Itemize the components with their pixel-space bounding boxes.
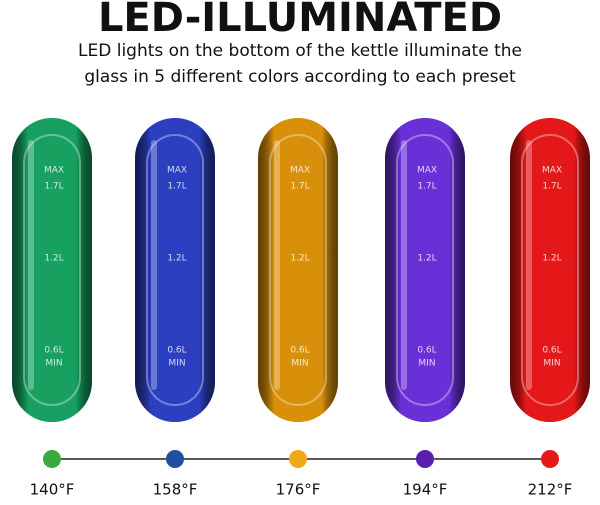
preset-dot [416, 450, 434, 468]
kettle-shade [385, 118, 465, 422]
subtitle: glass in 5 different colors according to… [84, 67, 516, 87]
glass-mark: 0.6L [167, 346, 186, 356]
kettle-shade [12, 118, 92, 422]
glass-mark: 0.6L [44, 346, 63, 356]
glass-mark: MIN [543, 359, 560, 369]
glass-mark: 1.7L [290, 182, 309, 192]
glass-mark: 1.2L [542, 254, 561, 264]
subtitle: LED lights on the bottom of the kettle i… [78, 41, 522, 61]
kettle-shade [510, 118, 590, 422]
glass-mark: MIN [168, 359, 185, 369]
title: LED-ILLUMINATED [98, 0, 502, 41]
glass-mark: 1.2L [167, 254, 186, 264]
preset-label: 212°F [528, 481, 573, 499]
preset-label: 140°F [30, 481, 75, 499]
glass-mark: MAX [44, 166, 64, 176]
glass-mark: MAX [542, 166, 562, 176]
preset-dot [289, 450, 307, 468]
kettle-highlight [401, 140, 407, 390]
glass-mark: 1.7L [44, 182, 63, 192]
glass-mark: MIN [45, 359, 62, 369]
glass-mark: 1.2L [290, 254, 309, 264]
kettle-inner [521, 134, 579, 406]
glass-mark: 0.6L [290, 346, 309, 356]
glass-mark: MAX [417, 166, 437, 176]
preset-dot [166, 450, 184, 468]
glass-mark: 1.2L [417, 254, 436, 264]
kettle-shade [135, 118, 215, 422]
preset-label: 194°F [403, 481, 448, 499]
kettle-highlight [274, 140, 280, 390]
kettle-highlight [151, 140, 157, 390]
kettle-highlight [526, 140, 532, 390]
glass-mark: 0.6L [417, 346, 436, 356]
glass-mark: MIN [291, 359, 308, 369]
glass-mark: MAX [167, 166, 187, 176]
kettle-inner [146, 134, 204, 406]
kettle-shade [258, 118, 338, 422]
preset-dot [541, 450, 559, 468]
preset-label: 176°F [276, 481, 321, 499]
kettle-inner [23, 134, 81, 406]
glass-mark: 1.7L [167, 182, 186, 192]
kettle-inner [396, 134, 454, 406]
kettle-highlight [28, 140, 34, 390]
glass-mark: 1.7L [542, 182, 561, 192]
glass-mark: 0.6L [542, 346, 561, 356]
glass-mark: 1.7L [417, 182, 436, 192]
glass-mark: MIN [418, 359, 435, 369]
preset-dot [43, 450, 61, 468]
glass-mark: MAX [290, 166, 310, 176]
preset-label: 158°F [153, 481, 198, 499]
kettle-inner [269, 134, 327, 406]
glass-mark: 1.2L [44, 254, 63, 264]
